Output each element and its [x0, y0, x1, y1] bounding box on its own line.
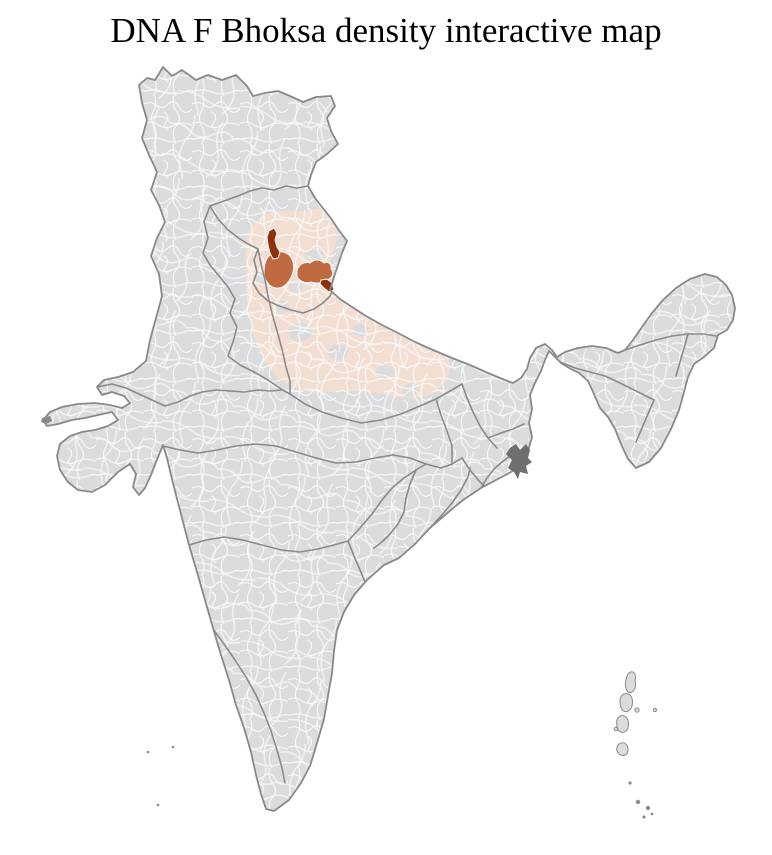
andaman-nicobar-islands[interactable]	[613, 671, 658, 819]
district-density-medium-2[interactable]	[296, 259, 334, 284]
map-title: DNA F Bhoksa density interactive map	[110, 11, 662, 50]
sundarbans-delta	[506, 444, 532, 479]
district-borders-texture	[43, 67, 735, 811]
kutch-islet	[41, 416, 52, 424]
district-density-medium-1[interactable]	[263, 251, 295, 289]
district-density-high-1[interactable]	[266, 227, 281, 260]
density-highlight-cluster[interactable]	[263, 227, 335, 293]
lakshadweep-islands	[146, 745, 175, 807]
